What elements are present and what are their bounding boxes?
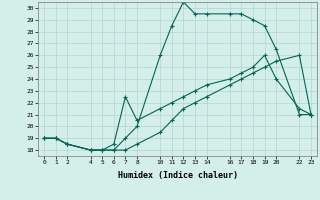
X-axis label: Humidex (Indice chaleur): Humidex (Indice chaleur) — [118, 171, 238, 180]
